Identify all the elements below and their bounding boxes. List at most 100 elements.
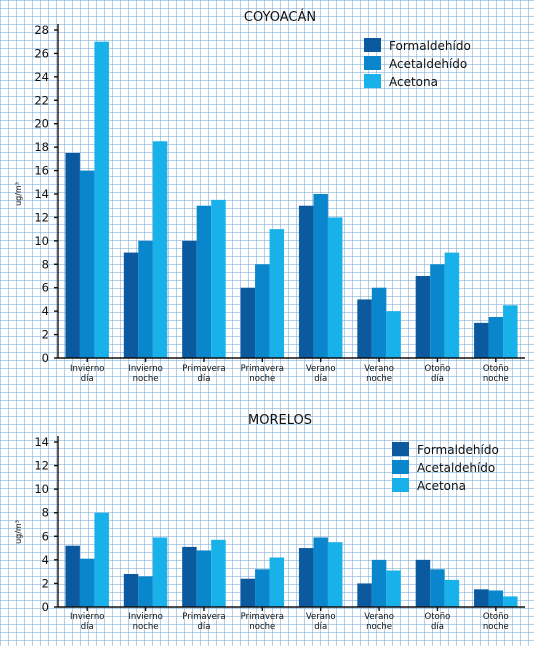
x-tick-label: Otoño [483,364,509,374]
y-tick-label: 2 [42,328,49,342]
bar-acetona [503,596,518,607]
x-tick-label: Verano [306,612,336,622]
x-tick-label: día [314,374,327,384]
y-tick-label: 22 [34,93,49,107]
bar-acetaldehido [488,590,504,607]
legend-label-acetaldehido: Acetaldehído [389,57,467,71]
x-tick-label: Verano [364,364,394,374]
x-tick-label: día [431,374,444,384]
x-tick-label: Primavera [241,612,284,622]
y-tick-label: 14 [34,187,49,201]
bar-acetona [503,305,518,358]
legend-coyoacan: Formaldehído Acetaldehído Acetona [364,38,471,89]
bar-acetaldehido [313,537,328,607]
y-axis-label-coyoacan: ug/m³ [14,182,23,206]
bar-formaldehido [474,589,489,607]
y-tick-label: 4 [42,553,49,567]
bar-acetona [327,217,343,358]
x-tick-label: Primavera [241,364,284,374]
bar-acetaldehido [430,569,445,607]
y-tick-label: 16 [34,164,49,178]
x-tick-label: noche [483,622,509,632]
legend-label-formaldehido: Formaldehído [417,443,499,457]
x-tick-label: Verano [364,612,394,622]
bar-acetaldehido [138,576,153,607]
x-tick-label: día [197,622,210,632]
legend-swatch-formaldehido [392,442,409,456]
chart-title-coyoacan: COYOACÁN [244,9,316,25]
x-tick-label: Primavera [182,364,225,374]
legend-label-acetona: Acetona [389,75,438,89]
x-tick-label: Verano [306,364,336,374]
legend-label-acetaldehido: Acetaldehído [417,461,495,475]
y-tick-label: 4 [42,304,49,318]
x-tick-label: Primavera [182,612,225,622]
x-tick-label: Otoño [425,612,451,622]
bar-formaldehido [123,252,139,358]
bar-formaldehido [65,153,80,358]
x-tick-label: noche [133,622,159,632]
bar-acetaldehido [255,264,270,358]
x-tick-label: día [431,622,444,632]
bar-acetona [152,141,168,358]
plot-area-morelos: 02468101214InviernodíaInviernonochePrima… [34,435,525,632]
chart-title-morelos: MORELOS [248,413,312,428]
y-tick-label: 18 [34,140,49,154]
chart-morelos: MORELOS ug/m³ Formaldehído Acetaldehído … [14,413,525,632]
y-tick-label: 20 [34,117,49,131]
y-tick-label: 0 [42,600,49,614]
y-tick-label: 0 [42,351,49,365]
bar-formaldehido [357,299,372,358]
chart-coyoacan: COYOACÁN ug/m³ Formaldehído Acetaldehído… [14,9,525,384]
bar-formaldehido [240,287,256,358]
y-tick-label: 28 [34,23,49,37]
y-tick-label: 26 [34,46,49,60]
legend-swatch-acetaldehido [364,56,381,70]
bar-acetaldehido [79,558,95,607]
x-tick-label: día [81,622,94,632]
y-tick-label: 12 [34,210,49,224]
x-tick-label: Invierno [128,364,162,374]
bar-acetona [94,41,109,358]
y-tick-label: 6 [42,281,49,295]
legend-swatch-acetaldehido [392,460,409,474]
bar-acetona [269,229,285,358]
y-tick-label: 2 [42,576,49,590]
bar-acetona [444,579,460,607]
x-tick-label: noche [366,622,392,632]
bar-formaldehido [415,276,431,358]
bar-acetaldehido [196,550,212,607]
x-tick-label: noche [249,374,275,384]
bar-formaldehido [415,559,431,607]
legend-swatch-acetona [364,74,381,88]
bar-acetona [269,557,285,607]
x-tick-label: Otoño [483,612,509,622]
legend-morelos: Formaldehído Acetaldehído Acetona [392,442,499,493]
bar-acetaldehido [79,170,95,358]
bar-acetona [94,512,109,607]
bar-acetaldehido [371,559,387,607]
y-tick-label: 10 [34,234,49,248]
y-tick-label: 12 [34,459,49,473]
bar-acetona [211,199,226,358]
bar-acetaldehido [371,287,387,358]
bar-acetona [327,542,343,607]
bar-acetona [386,311,401,358]
bar-acetaldehido [430,264,445,358]
bar-acetaldehido [488,317,504,358]
y-tick-label: 8 [42,506,49,520]
bar-acetaldehido [255,569,270,607]
bar-acetona [444,252,460,358]
bar-acetona [386,570,401,607]
bar-formaldehido [357,583,372,607]
bar-formaldehido [298,548,314,607]
bar-formaldehido [182,546,197,607]
x-tick-label: día [197,374,210,384]
x-tick-label: Invierno [70,612,104,622]
bar-acetaldehido [313,194,328,358]
legend-label-formaldehido: Formaldehído [389,39,471,53]
bar-acetaldehido [196,205,212,358]
bar-acetaldehido [138,240,153,358]
legend-swatch-formaldehido [364,38,381,52]
